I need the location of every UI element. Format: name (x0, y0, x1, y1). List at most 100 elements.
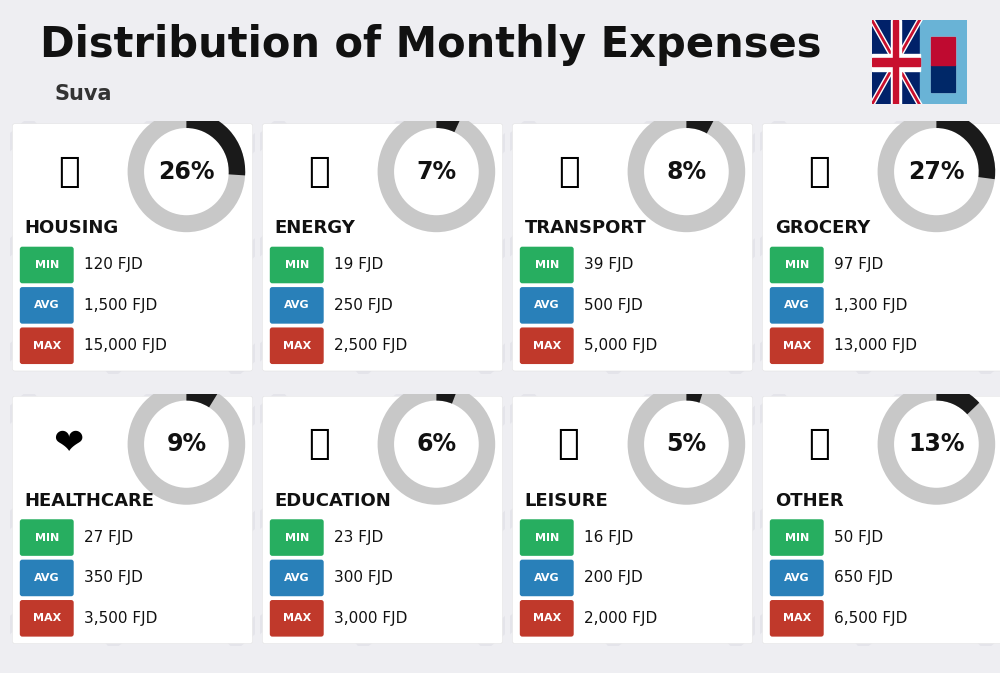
FancyBboxPatch shape (520, 247, 574, 283)
Text: 13%: 13% (908, 432, 965, 456)
FancyBboxPatch shape (270, 600, 324, 637)
FancyBboxPatch shape (270, 328, 324, 364)
Text: MIN: MIN (535, 260, 559, 270)
Text: 3,500 FJD: 3,500 FJD (84, 611, 157, 626)
Text: AVG: AVG (284, 573, 310, 583)
Text: 97 FJD: 97 FJD (834, 258, 883, 273)
Wedge shape (878, 384, 995, 505)
FancyBboxPatch shape (262, 124, 503, 371)
Text: EDUCATION: EDUCATION (275, 492, 391, 510)
Wedge shape (936, 111, 995, 179)
Text: MIN: MIN (285, 260, 309, 270)
FancyBboxPatch shape (762, 396, 1000, 643)
Text: 🔌: 🔌 (308, 155, 330, 188)
Text: MAX: MAX (783, 341, 811, 351)
Text: Distribution of Monthly Expenses: Distribution of Monthly Expenses (40, 24, 822, 65)
Text: 6,500 FJD: 6,500 FJD (834, 611, 907, 626)
Bar (931, 37, 955, 92)
Text: 16 FJD: 16 FJD (584, 530, 633, 545)
Text: MAX: MAX (33, 613, 61, 623)
Text: 🛒: 🛒 (808, 155, 830, 188)
Wedge shape (628, 384, 745, 505)
Text: 27%: 27% (908, 160, 965, 184)
Text: 🛍️: 🛍️ (558, 427, 580, 461)
Text: MIN: MIN (535, 532, 559, 542)
Text: MAX: MAX (783, 613, 811, 623)
Text: MIN: MIN (285, 532, 309, 542)
Text: ENERGY: ENERGY (275, 219, 356, 238)
Text: 🏢: 🏢 (58, 155, 80, 188)
Text: AVG: AVG (284, 300, 310, 310)
Text: Suva: Suva (55, 84, 112, 104)
FancyBboxPatch shape (270, 287, 324, 324)
Text: 650 FJD: 650 FJD (834, 571, 892, 586)
FancyBboxPatch shape (262, 396, 503, 643)
Text: 1,500 FJD: 1,500 FJD (84, 298, 157, 313)
Bar (931, 37, 955, 65)
Text: MIN: MIN (785, 532, 809, 542)
FancyBboxPatch shape (520, 287, 574, 324)
Text: 1,300 FJD: 1,300 FJD (834, 298, 907, 313)
Text: AVG: AVG (784, 573, 810, 583)
Text: 500 FJD: 500 FJD (584, 298, 642, 313)
Text: 🎓: 🎓 (308, 427, 330, 461)
Text: MAX: MAX (533, 613, 561, 623)
Text: ❤️: ❤️ (54, 427, 84, 461)
FancyBboxPatch shape (20, 600, 74, 637)
FancyBboxPatch shape (770, 247, 824, 283)
Text: 50 FJD: 50 FJD (834, 530, 883, 545)
FancyBboxPatch shape (20, 520, 74, 556)
Text: OTHER: OTHER (775, 492, 843, 510)
Wedge shape (936, 384, 979, 415)
Text: 2,000 FJD: 2,000 FJD (584, 611, 657, 626)
FancyBboxPatch shape (20, 328, 74, 364)
Text: 120 FJD: 120 FJD (84, 258, 142, 273)
Text: AVG: AVG (784, 300, 810, 310)
Wedge shape (186, 111, 245, 176)
Wedge shape (128, 384, 245, 505)
FancyBboxPatch shape (770, 287, 824, 324)
Wedge shape (128, 111, 245, 232)
Wedge shape (686, 384, 705, 402)
Wedge shape (628, 111, 745, 232)
FancyBboxPatch shape (512, 124, 753, 371)
Text: 19 FJD: 19 FJD (334, 258, 383, 273)
Text: 39 FJD: 39 FJD (584, 258, 633, 273)
Text: AVG: AVG (534, 300, 560, 310)
Bar (872, 54, 920, 71)
Text: HEALTHCARE: HEALTHCARE (25, 492, 155, 510)
FancyBboxPatch shape (20, 560, 74, 596)
FancyBboxPatch shape (520, 600, 574, 637)
Wedge shape (878, 111, 995, 232)
Text: 250 FJD: 250 FJD (334, 298, 392, 313)
Text: HOUSING: HOUSING (25, 219, 119, 238)
Text: 200 FJD: 200 FJD (584, 571, 642, 586)
Text: 3,000 FJD: 3,000 FJD (334, 611, 407, 626)
Text: 26%: 26% (158, 160, 215, 184)
Text: 7%: 7% (416, 160, 456, 184)
Bar (872, 58, 920, 67)
Text: 9%: 9% (166, 432, 206, 456)
FancyBboxPatch shape (20, 247, 74, 283)
Text: MAX: MAX (283, 613, 311, 623)
Text: 13,000 FJD: 13,000 FJD (834, 339, 916, 353)
Text: MAX: MAX (533, 341, 561, 351)
FancyBboxPatch shape (520, 560, 574, 596)
Text: MIN: MIN (35, 532, 59, 542)
Wedge shape (686, 111, 715, 133)
FancyBboxPatch shape (12, 124, 253, 371)
Text: 2,500 FJD: 2,500 FJD (334, 339, 407, 353)
FancyBboxPatch shape (512, 396, 753, 643)
FancyBboxPatch shape (520, 328, 574, 364)
Text: 350 FJD: 350 FJD (84, 571, 142, 586)
Wedge shape (378, 111, 495, 232)
Text: 300 FJD: 300 FJD (334, 571, 392, 586)
Bar (920, 20, 967, 104)
Bar (893, 20, 898, 104)
Wedge shape (378, 384, 495, 505)
FancyBboxPatch shape (762, 124, 1000, 371)
Text: 23 FJD: 23 FJD (334, 530, 383, 545)
Text: 5,000 FJD: 5,000 FJD (584, 339, 657, 353)
Text: TRANSPORT: TRANSPORT (525, 219, 646, 238)
FancyBboxPatch shape (770, 560, 824, 596)
